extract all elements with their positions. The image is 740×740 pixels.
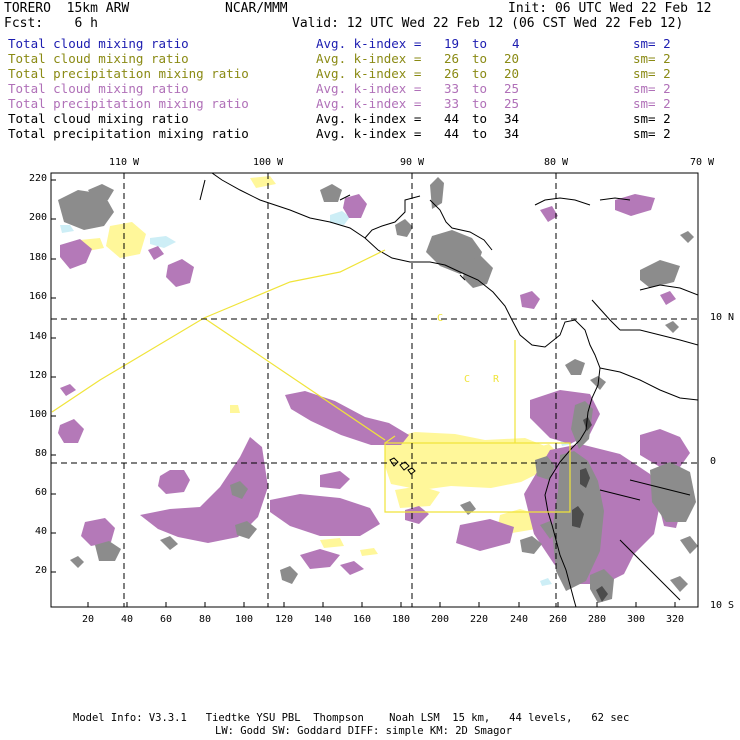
field-layer	[51, 173, 698, 607]
legend-kindex-to: 20	[504, 66, 520, 81]
x-tick-label: 180	[391, 614, 411, 625]
legend-field: Total precipitation mixing ratio	[8, 66, 249, 81]
x-tick-label: 140	[313, 614, 333, 625]
legend-smoothing: sm= 2	[633, 51, 671, 66]
legend-kindex-from: 19	[444, 36, 460, 51]
legend-kindex-label: Avg. k-index =	[316, 111, 422, 126]
legend-kindex-to: 4	[512, 36, 520, 51]
country-label-c2: C	[464, 374, 471, 385]
legend-smoothing: sm= 2	[633, 36, 671, 51]
legend-kindex-label: Avg. k-index =	[316, 126, 422, 141]
legend-smoothing: sm= 2	[633, 66, 671, 81]
y-tick-label: 60	[34, 487, 47, 498]
x-tick-label: 160	[352, 614, 372, 625]
latitude-label: 10 N	[710, 312, 735, 323]
legend-kindex-to-word: to	[472, 81, 488, 96]
legend-kindex-to: 20	[504, 51, 520, 66]
y-tick-label: 160	[28, 291, 47, 302]
longitude-label: 110 W	[108, 157, 140, 168]
legend-kindex-label: Avg. k-index =	[316, 96, 422, 111]
legend-kindex-to: 25	[504, 81, 520, 96]
y-tick-label: 220	[28, 173, 47, 184]
model-title: TORERO 15km ARW	[4, 1, 130, 16]
latitude-label: 0	[710, 456, 717, 467]
x-tick-label: 40	[120, 614, 134, 625]
model-info: Model Info: V3.3.1 Tiedtke YSU PBL Thomp…	[73, 712, 630, 724]
y-tick-label: 180	[28, 252, 47, 263]
y-tick-label: 80	[34, 448, 47, 459]
legend-smoothing: sm= 2	[633, 81, 671, 96]
coastline	[199, 173, 698, 607]
legend-field: Total precipitation mixing ratio	[8, 96, 249, 111]
legend-kindex-to-word: to	[472, 66, 488, 81]
x-tick-label: 100	[234, 614, 254, 625]
legend-field: Total precipitation mixing ratio	[8, 126, 249, 141]
cloud-dark-core	[572, 417, 608, 602]
x-tick-label: 300	[626, 614, 646, 625]
legend-field: Total cloud mixing ratio	[8, 81, 189, 96]
x-tick-label: 220	[469, 614, 489, 625]
legend-kindex-label: Avg. k-index =	[316, 81, 422, 96]
legend-kindex-label: Avg. k-index =	[316, 51, 422, 66]
x-tick-label: 80	[198, 614, 212, 625]
init-time: Init: 06 UTC Wed 22 Feb 12	[508, 1, 712, 16]
bottom-ticks	[87, 602, 676, 607]
legend-kindex-to-word: to	[472, 96, 488, 111]
legend-field: Total cloud mixing ratio	[8, 36, 189, 51]
legend-kindex-from: 33	[444, 81, 460, 96]
legend-kindex-to: 34	[504, 126, 520, 141]
y-tick-label: 40	[34, 526, 47, 537]
plot-frame	[50, 172, 699, 608]
legend-smoothing: sm= 2	[633, 126, 671, 141]
longitude-label: 70 W	[690, 157, 715, 168]
x-tick-label: 60	[159, 614, 173, 625]
x-tick-label: 120	[274, 614, 294, 625]
legend-kindex-label: Avg. k-index =	[316, 36, 422, 51]
legend-kindex-from: 26	[444, 66, 460, 81]
longitude-label: 100 W	[252, 157, 284, 168]
legend-smoothing: sm= 2	[633, 96, 671, 111]
country-label-r: R	[493, 374, 500, 385]
x-tick-label: 200	[430, 614, 450, 625]
x-tick-label: 20	[81, 614, 95, 625]
legend-kindex-from: 33	[444, 96, 460, 111]
legend-kindex-label: Avg. k-index =	[316, 66, 422, 81]
y-tick-label: 20	[34, 565, 47, 576]
legend-field: Total cloud mixing ratio	[8, 51, 189, 66]
legend-kindex-from: 44	[444, 111, 460, 126]
legend-kindex-to-word: to	[472, 51, 488, 66]
y-tick-label: 140	[28, 331, 47, 342]
physics-info: LW: Godd SW: Goddard DIFF: simple KM: 2D…	[215, 725, 513, 737]
latitude-label: 10 S	[710, 600, 735, 611]
left-ticks	[51, 179, 56, 573]
nested-domain-outlines	[51, 249, 571, 513]
longitude-label: 90 W	[399, 157, 425, 168]
x-tick-label: 320	[665, 614, 685, 625]
y-tick-label: 200	[28, 212, 47, 223]
x-tick-label: 280	[587, 614, 607, 625]
y-tick-label: 120	[28, 370, 47, 381]
org-label: NCAR/MMM	[225, 1, 288, 16]
x-tick-label: 260	[548, 614, 568, 625]
legend-kindex-to-word: to	[472, 126, 488, 141]
legend-kindex-to-word: to	[472, 111, 488, 126]
legend-kindex-from: 44	[444, 126, 460, 141]
legend-kindex-from: 26	[444, 51, 460, 66]
legend-kindex-to: 34	[504, 111, 520, 126]
longitude-label: 80 W	[543, 157, 569, 168]
x-tick-label: 240	[509, 614, 529, 625]
legend-smoothing: sm= 2	[633, 111, 671, 126]
y-tick-label: 100	[28, 409, 47, 420]
country-label-c: C	[437, 313, 444, 324]
valid-time: Valid: 12 UTC Wed 22 Feb 12 (06 CST Wed …	[292, 16, 684, 31]
legend-kindex-to: 25	[504, 96, 520, 111]
legend-field: Total cloud mixing ratio	[8, 111, 189, 126]
forecast-hour: Fcst: 6 h	[4, 16, 98, 31]
legend-kindex-to-word: to	[472, 36, 488, 51]
lat-lon-grid	[51, 173, 698, 607]
